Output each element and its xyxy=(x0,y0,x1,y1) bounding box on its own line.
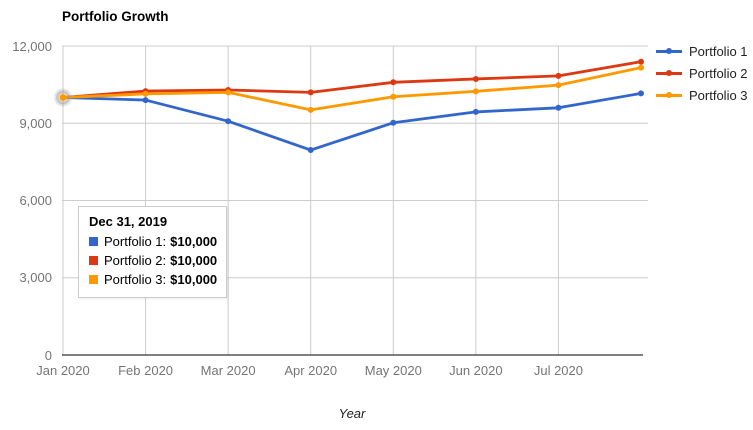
y-axis-tick-label: 6,000 xyxy=(19,193,52,208)
series-color-square-icon xyxy=(89,256,98,265)
y-axis-tick-label: 12,000 xyxy=(12,39,52,54)
tooltip-row: Portfolio 1: $10,000 xyxy=(89,232,218,251)
x-axis-tick-label: Jul 2020 xyxy=(533,363,583,378)
legend: Portfolio 1 Portfolio 2 Portfolio 3 xyxy=(656,40,748,106)
x-axis-title: Year xyxy=(338,406,366,421)
x-axis-tick-label: Jun 2020 xyxy=(449,363,503,378)
legend-item-portfolio-1[interactable]: Portfolio 1 xyxy=(656,40,748,62)
y-axis-tick-label: 3,000 xyxy=(19,270,52,285)
tooltip-series-value: $10,000 xyxy=(170,253,218,268)
legend-label: Portfolio 2 xyxy=(689,65,748,81)
x-axis-tick-label: May 2020 xyxy=(364,363,422,378)
tooltip-series-value: $10,000 xyxy=(170,234,218,249)
series-color-square-icon xyxy=(89,275,98,284)
x-axis-tick-label: Jan 2020 xyxy=(36,363,90,378)
legend-line-marker-icon xyxy=(656,47,682,55)
legend-label: Portfolio 1 xyxy=(689,43,748,59)
y-axis-tick-label: 9,000 xyxy=(19,116,52,131)
legend-item-portfolio-2[interactable]: Portfolio 2 xyxy=(656,62,748,84)
legend-item-portfolio-3[interactable]: Portfolio 3 xyxy=(656,84,748,106)
tooltip-series-label: Portfolio 3: xyxy=(104,272,167,287)
series-color-square-icon xyxy=(89,237,98,246)
legend-line-marker-icon xyxy=(656,69,682,77)
x-axis-tick-label: Apr 2020 xyxy=(284,363,338,378)
chart-title: Portfolio Growth xyxy=(62,9,169,24)
x-axis-tick-label: Mar 2020 xyxy=(200,363,256,378)
tooltip: Dec 31, 2019 Portfolio 1: $10,000 Portfo… xyxy=(78,206,227,298)
tooltip-series-value: $10,000 xyxy=(170,272,218,287)
x-axis-tick-label: Feb 2020 xyxy=(118,363,174,378)
legend-label: Portfolio 3 xyxy=(689,87,748,103)
tooltip-row: Portfolio 2: $10,000 xyxy=(89,251,218,270)
tooltip-date: Dec 31, 2019 xyxy=(89,214,168,229)
y-axis-tick-label: 0 xyxy=(44,348,52,363)
legend-line-marker-icon xyxy=(656,91,682,99)
tooltip-series-label: Portfolio 2: xyxy=(104,253,167,268)
tooltip-series-label: Portfolio 1: xyxy=(104,234,167,249)
tooltip-row: Portfolio 3: $10,000 xyxy=(89,270,218,289)
